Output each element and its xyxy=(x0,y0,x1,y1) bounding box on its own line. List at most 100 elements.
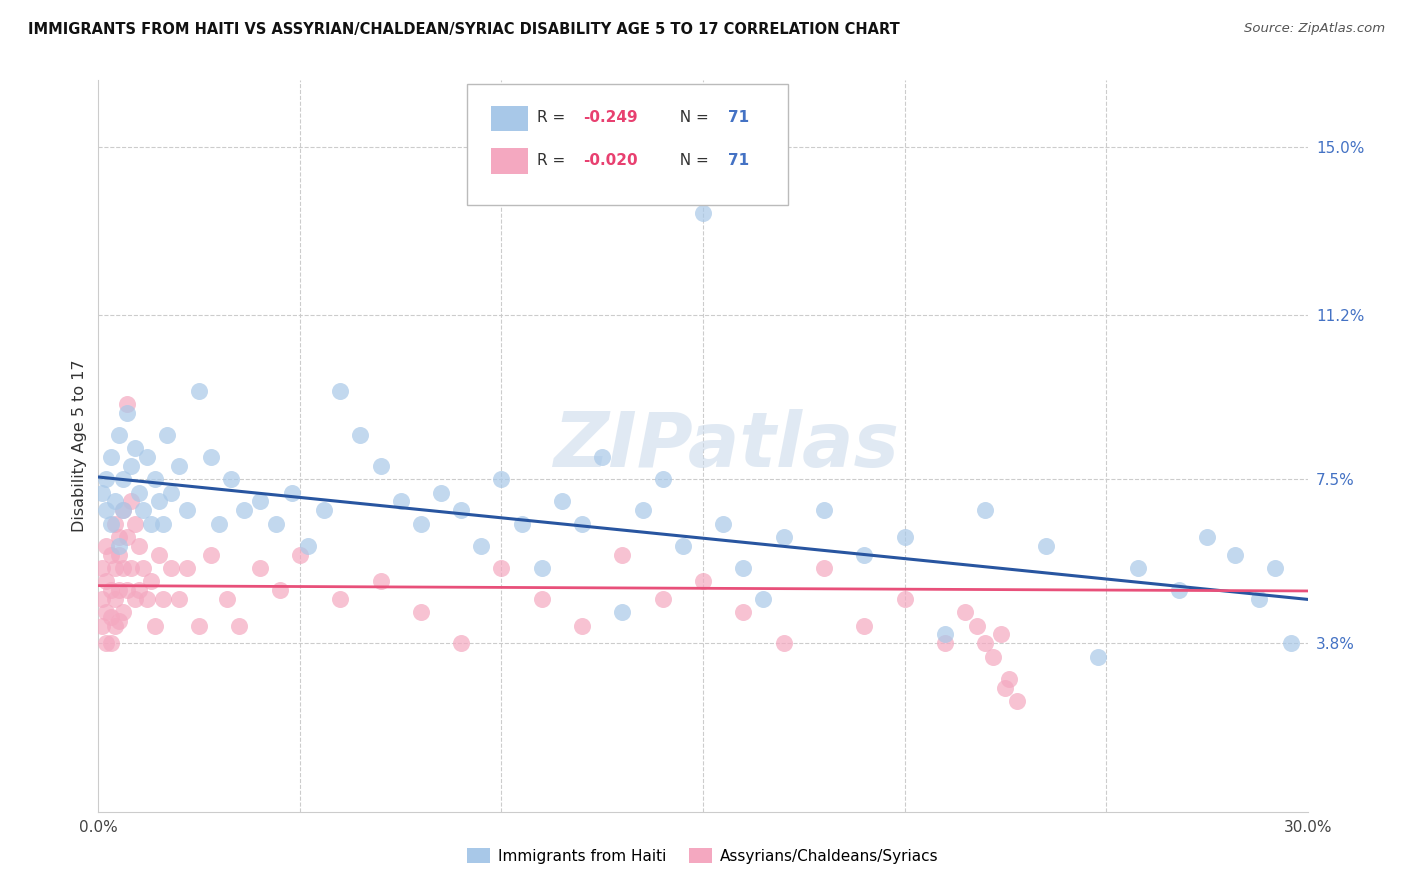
Text: R =: R = xyxy=(537,110,571,125)
Point xyxy=(249,561,271,575)
Text: N =: N = xyxy=(671,153,714,169)
Point xyxy=(111,605,134,619)
Point xyxy=(249,494,271,508)
Point xyxy=(631,503,654,517)
Point xyxy=(100,636,122,650)
Point xyxy=(1264,561,1286,575)
Point xyxy=(167,458,190,473)
Point xyxy=(813,561,835,575)
Point xyxy=(107,583,129,598)
Point xyxy=(111,561,134,575)
Point xyxy=(143,618,166,632)
Point xyxy=(651,591,673,606)
Point xyxy=(111,503,134,517)
Point xyxy=(1281,636,1303,650)
Point xyxy=(188,618,211,632)
Point xyxy=(853,618,876,632)
Point xyxy=(156,428,179,442)
Bar xyxy=(492,148,527,174)
Point xyxy=(264,516,287,531)
Point xyxy=(470,539,492,553)
Point xyxy=(491,472,513,486)
Point xyxy=(152,591,174,606)
Point xyxy=(100,516,122,531)
Point xyxy=(103,618,125,632)
Point xyxy=(128,583,150,598)
Point xyxy=(953,605,976,619)
Point xyxy=(974,503,997,517)
Point xyxy=(148,548,170,562)
Text: 71: 71 xyxy=(728,110,749,125)
Point xyxy=(100,548,122,562)
Point xyxy=(120,561,142,575)
Point xyxy=(124,441,146,455)
Point xyxy=(288,548,311,562)
Point xyxy=(966,618,988,632)
Point xyxy=(752,591,775,606)
Point xyxy=(200,548,222,562)
Point xyxy=(128,485,150,500)
Point xyxy=(111,472,134,486)
Point xyxy=(389,494,412,508)
Point xyxy=(672,539,695,553)
Point xyxy=(128,539,150,553)
Point xyxy=(692,206,714,220)
Point xyxy=(733,605,755,619)
Point xyxy=(510,516,533,531)
Point xyxy=(232,503,254,517)
Point xyxy=(103,591,125,606)
Point xyxy=(1087,649,1109,664)
Point xyxy=(998,672,1021,686)
Point xyxy=(934,627,956,641)
Point xyxy=(612,605,634,619)
Point xyxy=(115,406,138,420)
Point xyxy=(651,472,673,486)
Point xyxy=(103,494,125,508)
Point xyxy=(135,450,157,464)
Point xyxy=(530,591,553,606)
Point xyxy=(152,516,174,531)
Point xyxy=(107,548,129,562)
FancyBboxPatch shape xyxy=(467,84,787,204)
Point xyxy=(450,636,472,650)
Text: ZIPatlas: ZIPatlas xyxy=(554,409,900,483)
Point xyxy=(692,574,714,589)
Point xyxy=(228,618,250,632)
Text: -0.020: -0.020 xyxy=(583,153,638,169)
Point xyxy=(329,384,352,398)
Point xyxy=(314,503,336,517)
Text: 71: 71 xyxy=(728,153,749,169)
Point xyxy=(329,591,352,606)
Point xyxy=(1128,561,1150,575)
Point xyxy=(160,485,183,500)
Point xyxy=(96,503,118,517)
Point xyxy=(96,636,118,650)
Point xyxy=(934,636,956,650)
Point xyxy=(91,485,114,500)
Point xyxy=(1195,530,1218,544)
Point xyxy=(176,503,198,517)
Point xyxy=(160,561,183,575)
Point xyxy=(176,561,198,575)
Point xyxy=(139,574,162,589)
Point xyxy=(1249,591,1271,606)
Point xyxy=(269,583,291,598)
Point xyxy=(297,539,319,553)
Point xyxy=(430,485,453,500)
Point xyxy=(91,591,114,606)
Point xyxy=(96,539,118,553)
Point xyxy=(100,450,122,464)
Point xyxy=(711,516,734,531)
Point xyxy=(1007,694,1029,708)
Point xyxy=(148,494,170,508)
Point xyxy=(612,548,634,562)
Point xyxy=(530,561,553,575)
Point xyxy=(120,494,142,508)
Point xyxy=(370,458,392,473)
Point xyxy=(96,605,118,619)
Point xyxy=(115,583,138,598)
Point xyxy=(281,485,304,500)
Text: Source: ZipAtlas.com: Source: ZipAtlas.com xyxy=(1244,22,1385,36)
Point xyxy=(107,428,129,442)
Point xyxy=(124,591,146,606)
